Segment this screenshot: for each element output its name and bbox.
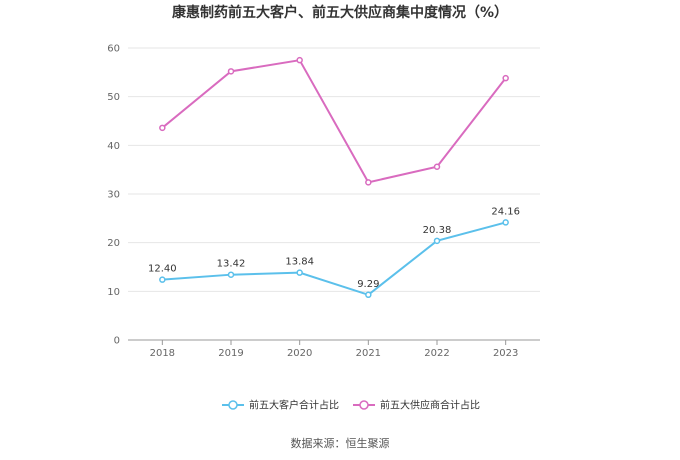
data-label: 20.38	[423, 225, 452, 236]
source-note: 数据来源：恒生聚源	[290, 437, 390, 450]
data-point	[433, 237, 441, 245]
y-tick-label: 40	[107, 141, 120, 152]
data-labels: 12.40 13.42 13.84 9.29 20.38 24.16	[148, 206, 520, 289]
x-tick-label: 2018	[150, 348, 175, 359]
data-point	[159, 124, 166, 132]
legend-swatch-marker	[228, 400, 238, 410]
y-tick-label: 30	[107, 190, 120, 201]
x-tick-label: 2022	[424, 348, 449, 359]
data-point	[502, 74, 509, 82]
y-tick-label: 20	[107, 238, 120, 249]
data-point	[365, 291, 372, 299]
data-point	[227, 68, 235, 75]
data-point	[296, 269, 303, 276]
data-label: 24.16	[491, 206, 520, 217]
legend-swatch-marker	[359, 400, 369, 410]
x-tick-label: 2021	[356, 348, 381, 359]
legend-label: 前五大供应商合计占比	[380, 399, 480, 412]
grid-lines	[128, 47, 540, 292]
x-axis-ticks: 2018 2019 2020 2021 2022 2023	[150, 340, 518, 359]
y-axis: 0 10 20 30 40 50 60	[107, 44, 120, 347]
x-tick-label: 2020	[287, 348, 312, 359]
y-tick-label: 10	[107, 287, 120, 298]
data-point	[227, 271, 235, 278]
data-point	[159, 276, 166, 283]
data-label: 13.84	[285, 257, 314, 268]
y-tick-label: 50	[107, 92, 120, 103]
data-point	[365, 179, 372, 186]
chart-title: 康惠制药前五大客户、前五大供应商集中度情况（%）	[171, 5, 509, 21]
data-label: 9.29	[357, 279, 379, 290]
series-line	[161, 59, 507, 184]
data-label: 13.42	[217, 259, 246, 270]
series-lines	[159, 56, 509, 299]
data-point	[502, 219, 509, 226]
x-tick-label: 2023	[493, 348, 518, 359]
data-label: 12.40	[148, 264, 177, 275]
y-tick-label: 60	[107, 44, 120, 55]
series-line	[162, 221, 506, 296]
x-tick-label: 2019	[218, 348, 243, 359]
y-tick-label: 0	[114, 336, 120, 347]
data-point	[433, 163, 441, 170]
legend: 前五大客户合计占比 前五大供应商合计占比	[222, 399, 480, 412]
legend-label: 前五大客户合计占比	[249, 399, 339, 412]
data-point	[296, 56, 303, 64]
